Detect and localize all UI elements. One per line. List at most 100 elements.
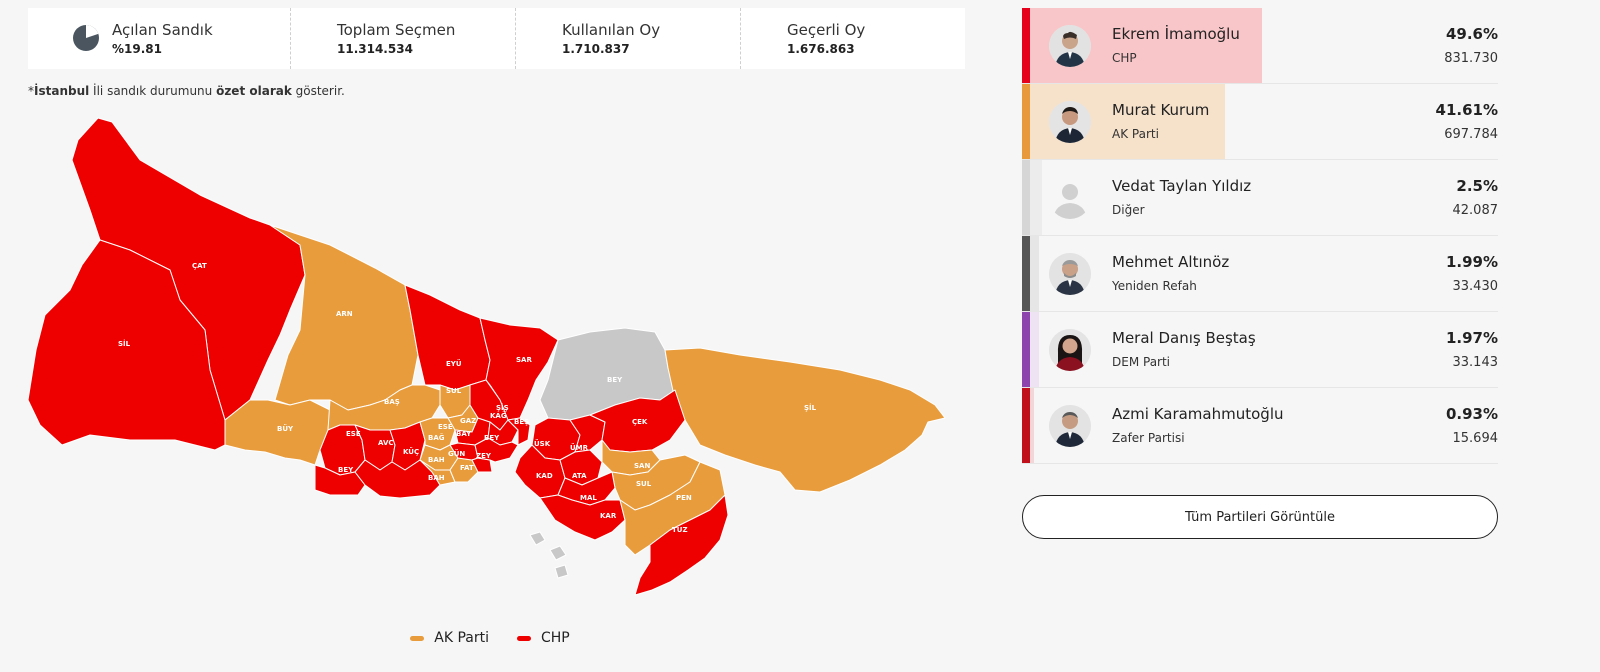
district-label: KAĞ [490, 411, 507, 420]
stat-label: Toplam Seçmen [337, 21, 456, 39]
district-label: BAH [428, 456, 445, 464]
note-bold: özet olarak [216, 84, 292, 98]
district-label: SUL [446, 387, 462, 395]
legend-item-chp: CHP [517, 630, 570, 646]
district-label: FAT [460, 464, 474, 472]
district-label: TUZ [672, 526, 688, 534]
candidate-row[interactable]: Meral Danış Beştaş DEM Parti 1.97% 33.14… [1022, 312, 1498, 388]
candidate-votes: 33.430 [1452, 279, 1499, 294]
legend-item-akp: AK Parti [410, 630, 489, 646]
district-zey[interactable] [471, 457, 493, 473]
district-label: KAD [536, 472, 553, 480]
district-label: KAR [600, 512, 617, 520]
candidate-row[interactable]: Murat Kurum AK Parti 41.61% 697.784 [1022, 84, 1498, 160]
candidate-percent: 41.61% [1435, 101, 1498, 119]
candidate-votes: 15.694 [1452, 431, 1499, 446]
stat-value: 11.314.534 [337, 42, 413, 56]
district-label: ŞİL [804, 403, 817, 412]
candidate-name: Mehmet Altınöz [1112, 253, 1230, 271]
district-label: KÜÇ [403, 447, 419, 456]
district-label: ESE [346, 430, 361, 438]
district-sile[interactable] [664, 347, 946, 493]
vote-share-bar [1030, 236, 1040, 311]
district-label: ESE [438, 423, 453, 431]
person-photo-icon [1049, 329, 1091, 371]
party-color-strip [1022, 8, 1030, 83]
district-label: BAY [456, 430, 472, 438]
district-tuz[interactable] [634, 494, 729, 596]
candidate-votes: 697.784 [1444, 127, 1498, 142]
district-sil[interactable] [27, 239, 226, 451]
map-svg[interactable]: ÇAT SİL ARN EYÜ SAR BEY ŞİL BÜY BAŞ SUL … [0, 100, 980, 620]
vote-share-bar [1030, 312, 1040, 387]
district-label: ÜSK [534, 439, 551, 448]
district-label: SİL [118, 339, 131, 348]
vote-share-bar [1030, 160, 1042, 235]
legend-swatch [517, 635, 531, 641]
district-label: ARN [336, 310, 353, 318]
district-label: ÇEK [632, 418, 648, 426]
legend-swatch [410, 635, 425, 641]
district-eyu[interactable] [404, 284, 491, 391]
istanbul-district-map[interactable]: ÇAT SİL ARN EYÜ SAR BEY ŞİL BÜY BAŞ SUL … [0, 100, 980, 620]
district-label: MAL [580, 494, 597, 502]
district-label: PEN [676, 494, 692, 502]
stat-value: %19.81 [112, 42, 162, 56]
candidate-party: Zafer Partisi [1112, 431, 1185, 445]
candidate-name: Murat Kurum [1112, 101, 1210, 119]
note-prefix: * [28, 84, 34, 98]
candidate-name: Vedat Taylan Yıldız [1112, 177, 1252, 195]
candidate-row[interactable]: Ekrem İmamoğlu CHP 49.6% 831.730 [1022, 8, 1498, 84]
district-beyoglu[interactable] [474, 437, 519, 463]
candidate-row[interactable]: Vedat Taylan Yıldız Diğer 2.5% 42.087 [1022, 160, 1498, 236]
stat-total-voters: Toplam Seçmen 11.314.534 [291, 8, 516, 69]
stat-label: Açılan Sandık [112, 21, 213, 39]
district-adalar[interactable] [529, 531, 569, 579]
district-bes[interactable] [507, 417, 531, 446]
candidate-percent: 1.99% [1445, 253, 1498, 271]
district-label: ÇAT [192, 262, 207, 270]
candidate-party: CHP [1112, 51, 1137, 65]
person-photo-icon [1049, 101, 1091, 143]
candidate-row[interactable]: Azmi Karamahmutoğlu Zafer Partisi 0.93% … [1022, 388, 1498, 464]
map-note: *İstanbul İli sandık durumunu özet olara… [28, 84, 345, 98]
person-photo-icon [1049, 253, 1091, 295]
candidate-list: Ekrem İmamoğlu CHP 49.6% 831.730 Murat K… [1022, 8, 1498, 464]
district-label: SUL [636, 480, 652, 488]
district-labels: ÇAT SİL ARN EYÜ SAR BEY ŞİL BÜY BAŞ SUL … [118, 262, 817, 534]
district-label: ZEY [476, 452, 492, 460]
person-photo-icon [1049, 25, 1091, 67]
candidate-percent: 0.93% [1445, 405, 1498, 423]
district-label: GÜN [448, 449, 465, 458]
legend-label: CHP [541, 630, 570, 646]
stats-bar: Açılan Sandık %19.81 Toplam Seçmen 11.31… [28, 8, 965, 69]
district-label: SAN [634, 462, 650, 470]
stat-value: 1.710.837 [562, 42, 630, 56]
district-label: BÜY [277, 424, 294, 433]
view-all-parties-button[interactable]: Tüm Partileri Görüntüle [1022, 495, 1498, 539]
note-bold: İstanbul [34, 84, 90, 98]
candidate-row[interactable]: Mehmet Altınöz Yeniden Refah 1.99% 33.43… [1022, 236, 1498, 312]
candidate-party: Yeniden Refah [1112, 279, 1197, 293]
district-label: BEY [484, 434, 500, 442]
note-text: İli sandık durumunu [89, 84, 217, 98]
party-color-strip [1022, 236, 1030, 311]
candidate-party: AK Parti [1112, 127, 1159, 141]
stat-valid-votes: Geçerli Oy 1.676.863 [741, 8, 965, 69]
district-label: AVC [378, 439, 394, 447]
party-color-strip [1022, 312, 1030, 387]
district-label: BAH [428, 474, 445, 482]
candidate-percent: 1.97% [1445, 329, 1498, 347]
district-label: BEY [607, 376, 623, 384]
district-label: BEŞ [514, 418, 529, 426]
candidate-party: Diğer [1112, 203, 1145, 217]
stat-used-votes: Kullanılan Oy 1.710.837 [516, 8, 741, 69]
note-text: gösterir. [291, 84, 345, 98]
district-label: SAR [516, 356, 532, 364]
person-photo-icon [1049, 405, 1091, 447]
candidate-votes: 42.087 [1452, 203, 1499, 218]
candidate-name: Ekrem İmamoğlu [1112, 25, 1240, 43]
district-label: BEY [338, 466, 354, 474]
candidate-percent: 49.6% [1445, 25, 1498, 43]
district-label: ŞİŞ [496, 403, 509, 412]
